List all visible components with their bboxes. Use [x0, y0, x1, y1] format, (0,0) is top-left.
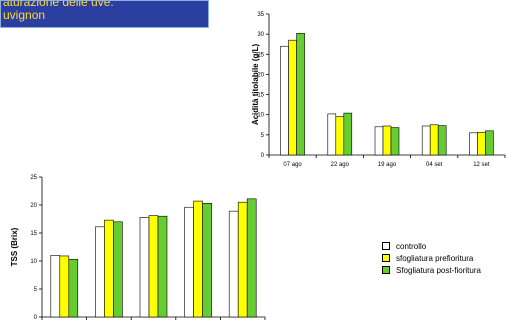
legend-label-prefioritura: sfogliatura prefioritura	[396, 253, 474, 263]
chart1-bar	[335, 116, 345, 156]
chart1-ytick-label: 30	[257, 32, 264, 38]
chart1-ytick-label: 20	[257, 72, 264, 78]
chart2-bar	[139, 217, 150, 318]
chart1-xtick-label: 04 set	[426, 162, 443, 168]
chart1-bar	[485, 130, 494, 156]
chart2-bar	[50, 255, 61, 318]
chart1-xtick-label: 22 ago	[331, 162, 350, 168]
chart2-bar	[193, 200, 203, 318]
chart2-ytick-label: 5	[34, 287, 38, 293]
chart1-bar	[437, 125, 447, 156]
legend-item-prefioritura: sfogliatura prefioritura	[382, 252, 481, 264]
chart-legend: controllo sfogliatura prefioritura Sfogl…	[382, 240, 481, 276]
chart1-ytick-label: 0	[261, 153, 265, 159]
slide-title-box: aturazione delle uve: uvignon	[0, 0, 209, 28]
chart1-ytick-label: 25	[257, 52, 264, 58]
chart1-bar	[477, 132, 486, 156]
chart2-bar	[184, 206, 194, 318]
chart1-ytick-label: 15	[257, 93, 264, 99]
chart1-bar	[421, 125, 431, 156]
chart1-ylabel: Acidità titolabile (g/L)	[251, 44, 260, 126]
chart1-bar	[343, 112, 353, 156]
legend-item-controllo: controllo	[382, 240, 481, 252]
chart1-bar	[390, 127, 400, 156]
chart2-bar	[228, 210, 239, 318]
chart1-bar	[382, 125, 392, 156]
chart2-bar	[246, 198, 257, 318]
chart1-bar	[429, 124, 439, 156]
chart1-bar	[280, 45, 289, 156]
chart1-bar	[374, 126, 384, 156]
chart1-ytick-label: 5	[261, 133, 265, 139]
chart2-bar	[237, 201, 248, 318]
chart1-ytick-label: 35	[257, 12, 264, 18]
chart1-xtick-label: 12 set	[473, 162, 490, 168]
chart1-ytick-label: 10	[257, 113, 264, 119]
chart2-bar	[113, 221, 123, 318]
chart2-ytick-label: 25	[30, 175, 37, 181]
legend-item-post-fioritura: Sfogliatura post-fioritura	[382, 264, 481, 276]
chart2-bar	[68, 259, 79, 318]
legend-swatch-controllo	[382, 242, 390, 250]
chart1-bar	[469, 132, 478, 156]
chart1-bar	[296, 33, 305, 156]
legend-label-controllo: controllo	[396, 241, 427, 251]
chart2-ylabel: TSS (Brix)	[10, 227, 19, 266]
chart1-bar	[327, 113, 337, 156]
chart2-ytick-label: 15	[30, 231, 37, 237]
legend-swatch-prefioritura	[382, 254, 390, 262]
chart2-ytick-label: 0	[34, 315, 38, 321]
chart2-bar	[59, 255, 70, 318]
chart2-bar	[95, 226, 105, 318]
chart2-bar	[104, 219, 114, 318]
legend-swatch-post-fioritura	[382, 266, 390, 274]
slide-title-line2: uvignon	[3, 8, 46, 22]
slide-title-line1: aturazione delle uve:	[3, 0, 114, 9]
chart1-xtick-label: 07 ago	[283, 162, 302, 168]
chart2-ytick-label: 20	[30, 203, 37, 209]
chart1-xtick-label: 19 ago	[378, 162, 397, 168]
legend-label-post-fioritura: Sfogliatura post-fioritura	[396, 265, 481, 275]
chart2-bar	[148, 215, 159, 318]
chart2-bar	[157, 215, 168, 318]
chart2-bar	[202, 203, 212, 318]
chart2-ytick-label: 10	[30, 259, 37, 265]
chart1-bar	[288, 39, 297, 156]
